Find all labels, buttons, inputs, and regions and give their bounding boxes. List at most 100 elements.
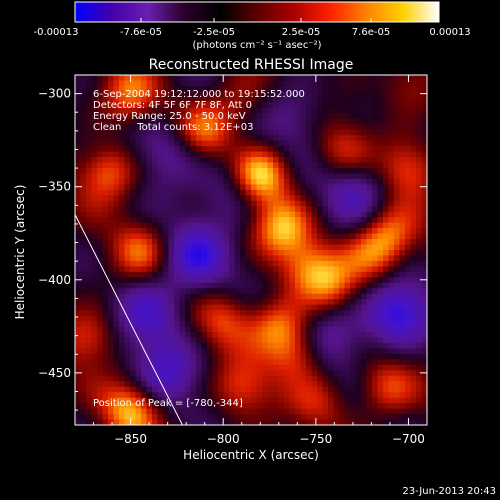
heatmap-cell	[300, 233, 307, 240]
heatmap-cell	[174, 370, 181, 377]
heatmap-cell	[328, 260, 335, 268]
heatmap-cell	[190, 337, 197, 344]
heatmap-cell	[135, 228, 142, 235]
heatmap-cell	[256, 381, 263, 388]
heatmap-cell	[75, 310, 82, 317]
heatmap-cell	[383, 304, 390, 311]
heatmap-cell	[196, 348, 203, 355]
heatmap-cell	[240, 206, 247, 213]
heatmap-cell	[399, 397, 406, 404]
heatmap-cell	[174, 85, 181, 93]
heatmap-cell	[251, 375, 258, 382]
heatmap-cell	[124, 189, 131, 196]
heatmap-cell	[91, 157, 98, 164]
heatmap-cell	[157, 293, 164, 300]
heatmap-cell	[212, 304, 219, 311]
heatmap-cell	[245, 392, 252, 399]
heatmap-cell	[130, 266, 137, 273]
heatmap-cell	[108, 260, 115, 268]
heatmap-cell	[185, 414, 192, 421]
heatmap-cell	[273, 140, 280, 147]
heatmap-cell	[372, 200, 379, 207]
heatmap-cell	[86, 348, 93, 355]
heatmap-cell	[113, 397, 120, 404]
heatmap-cell	[300, 80, 307, 87]
heatmap-cell	[262, 288, 269, 295]
heatmap-cell	[179, 217, 186, 224]
heatmap-cell	[333, 217, 340, 224]
heatmap-cell	[102, 239, 109, 246]
heatmap-cell	[262, 370, 269, 377]
heatmap-cell	[394, 151, 401, 158]
heatmap-cell	[399, 206, 406, 213]
heatmap-cell	[196, 414, 203, 421]
heatmap-cell	[273, 217, 280, 224]
heatmap-cell	[185, 96, 192, 103]
heatmap-cell	[108, 337, 115, 344]
heatmap-cell	[240, 408, 247, 415]
heatmap-cell	[141, 85, 148, 93]
heatmap-cell	[344, 419, 351, 425]
heatmap-cell	[240, 151, 247, 158]
heatmap-cell	[388, 178, 395, 185]
heatmap-cell	[344, 288, 351, 295]
heatmap-cell	[207, 392, 214, 399]
heatmap-cell	[399, 359, 406, 366]
heatmap-cell	[130, 244, 137, 251]
heatmap-cell	[344, 321, 351, 328]
heatmap-cell	[267, 206, 274, 213]
heatmap-cell	[91, 75, 98, 82]
heatmap-cell	[262, 107, 269, 114]
heatmap-cell	[372, 315, 379, 322]
heatmap-cell	[251, 277, 258, 284]
heatmap-cell	[174, 353, 181, 360]
heatmap-cell	[377, 419, 384, 425]
heatmap-cell	[234, 178, 241, 185]
heatmap-cell	[245, 96, 252, 103]
heatmap-cell	[157, 233, 164, 240]
heatmap-cell	[388, 332, 395, 339]
heatmap-cell	[185, 392, 192, 399]
heatmap-cell	[300, 403, 307, 410]
heatmap-cell	[196, 353, 203, 360]
heatmap-cell	[394, 332, 401, 339]
heatmap-cell	[130, 304, 137, 311]
heatmap-cell	[383, 200, 390, 207]
heatmap-cell	[394, 250, 401, 257]
heatmap-cell	[355, 353, 362, 360]
heatmap-cell	[234, 288, 241, 295]
heatmap-cell	[267, 386, 274, 393]
heatmap-cell	[262, 178, 269, 185]
heatmap-cell	[333, 233, 340, 240]
heatmap-cell	[130, 107, 137, 114]
heatmap-cell	[102, 173, 109, 180]
heatmap-cell	[262, 315, 269, 322]
heatmap-cell	[75, 266, 82, 273]
heatmap-cell	[97, 359, 104, 366]
heatmap-cell	[97, 151, 104, 158]
heatmap-cell	[146, 157, 153, 164]
heatmap-cell	[91, 321, 98, 328]
heatmap-cell	[328, 135, 335, 142]
heatmap-cell	[256, 332, 263, 339]
heatmap-cell	[273, 195, 280, 202]
heatmap-cell	[410, 310, 417, 317]
heatmap-cell	[416, 277, 423, 284]
heatmap-cell	[179, 96, 186, 103]
heatmap-cell	[295, 124, 302, 131]
heatmap-cell	[185, 195, 192, 202]
heatmap-cell	[333, 381, 340, 388]
heatmap-cell	[295, 228, 302, 235]
heatmap-cell	[218, 244, 225, 251]
heatmap-cell	[185, 129, 192, 136]
heatmap-cell	[328, 293, 335, 300]
heatmap-cell	[311, 102, 318, 109]
heatmap-cell	[163, 392, 170, 399]
heatmap-cell	[234, 299, 241, 306]
heatmap-cell	[256, 244, 263, 251]
heatmap-cell	[322, 414, 329, 421]
heatmap-cell	[218, 419, 225, 425]
heatmap-cell	[207, 299, 214, 306]
heatmap-cell	[339, 277, 346, 284]
heatmap-cell	[328, 195, 335, 202]
